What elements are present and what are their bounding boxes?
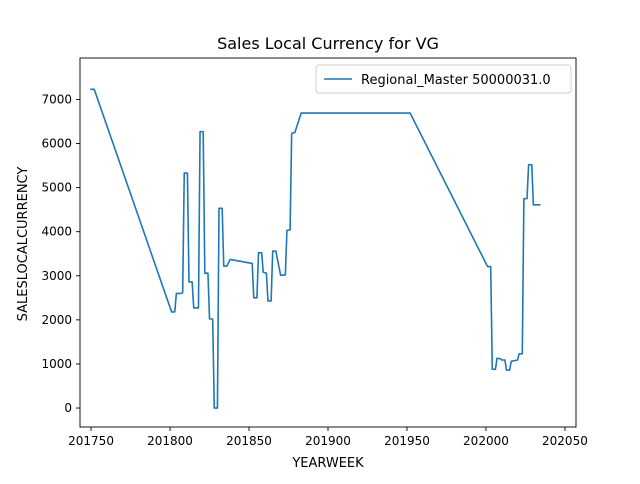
- x-tick-label: 201750: [68, 434, 114, 448]
- legend-label: Regional_Master 50000031.0: [361, 73, 551, 88]
- x-tick-label: 201850: [226, 434, 272, 448]
- y-tick-label: 6000: [41, 137, 72, 151]
- y-axis-label: SALESLOCALCURRENCY: [16, 167, 31, 322]
- y-tick-label: 3000: [41, 269, 72, 283]
- x-tick-label: 201800: [147, 434, 193, 448]
- plot-area: 201750 201800 201850 201900 201950 202000 2020…: [41, 57, 588, 448]
- legend-box: [315, 64, 572, 94]
- y-tick-label: 1000: [41, 357, 72, 371]
- y-tick-label: 4000: [41, 225, 72, 239]
- y-tick-label: 2000: [41, 313, 72, 327]
- y-tick-label: 7000: [41, 92, 72, 106]
- x-tick-label: 201900: [305, 434, 351, 448]
- y-tick-label: 5000: [41, 181, 72, 195]
- x-tick-label: 202050: [542, 434, 588, 448]
- x-axis-label: YEARWEEK: [291, 456, 364, 471]
- series-line-0: [90, 88, 541, 409]
- x-tick-label: 201950: [384, 434, 430, 448]
- chart-title: Sales Local Currency for VG: [217, 34, 439, 53]
- y-tick-label: 0: [64, 401, 72, 415]
- x-tick-label: 202000: [463, 434, 509, 448]
